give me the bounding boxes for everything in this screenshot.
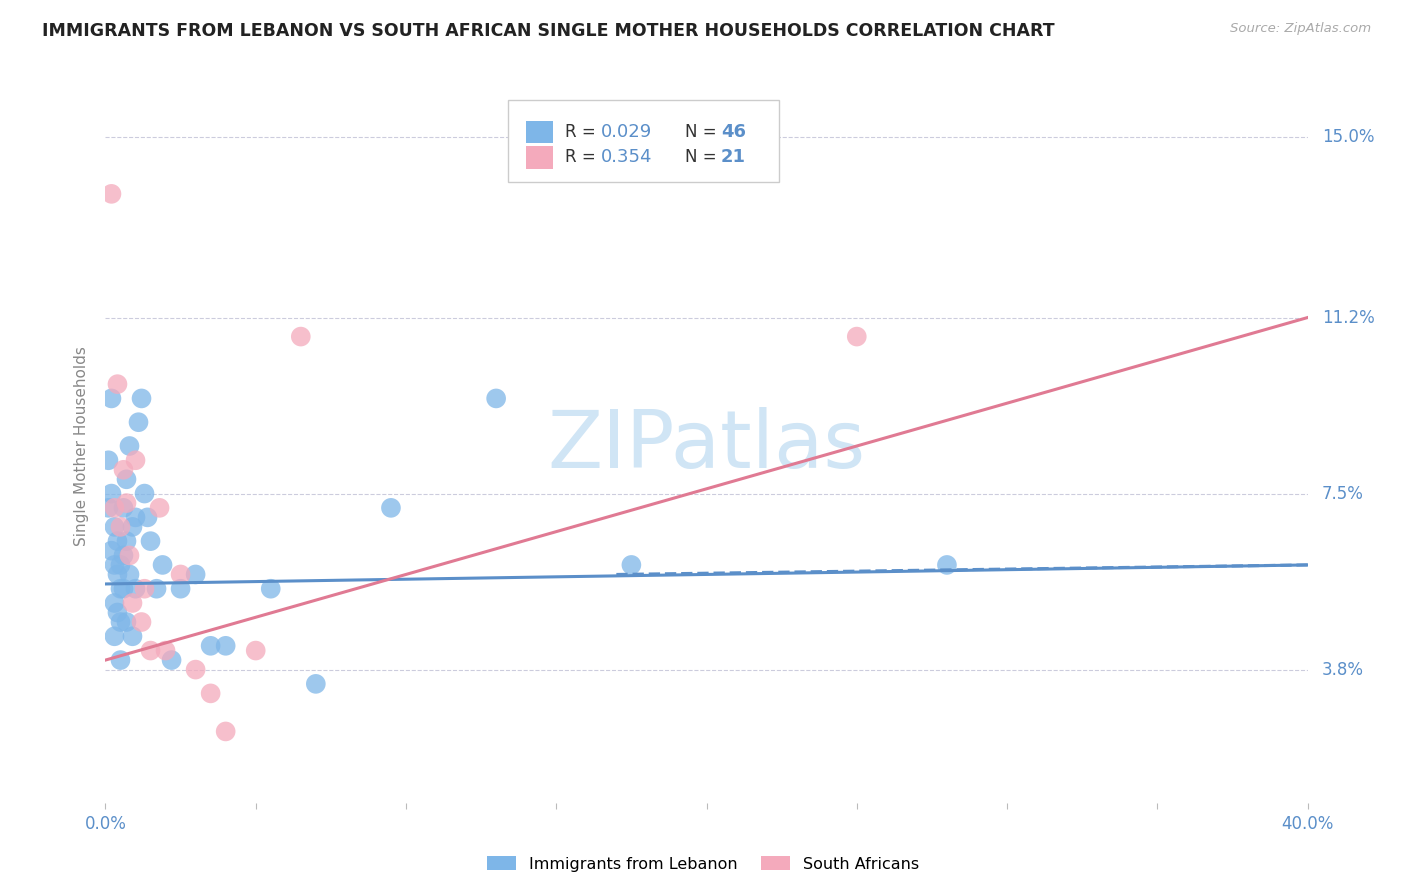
Point — [184, 567, 207, 582]
Point — [214, 724, 236, 739]
Point — [110, 582, 132, 596]
Point — [118, 439, 141, 453]
Y-axis label: Single Mother Households: Single Mother Households — [75, 346, 90, 546]
Point — [107, 377, 129, 392]
Point — [103, 500, 125, 515]
Point — [112, 549, 135, 563]
Point — [112, 500, 135, 515]
Point — [110, 558, 132, 572]
Point — [115, 615, 138, 629]
Text: IMMIGRANTS FROM LEBANON VS SOUTH AFRICAN SINGLE MOTHER HOUSEHOLDS CORRELATION CH: IMMIGRANTS FROM LEBANON VS SOUTH AFRICAN… — [42, 22, 1054, 40]
Point — [118, 549, 141, 563]
Point — [121, 596, 143, 610]
Point — [124, 510, 146, 524]
Point — [112, 582, 135, 596]
Text: N =: N = — [685, 148, 721, 167]
Point — [134, 582, 156, 596]
Point — [121, 629, 143, 643]
FancyBboxPatch shape — [526, 146, 553, 169]
Point — [103, 596, 125, 610]
Point — [107, 534, 129, 549]
Point — [131, 392, 153, 406]
Point — [139, 643, 162, 657]
FancyBboxPatch shape — [508, 100, 779, 182]
Point — [103, 520, 125, 534]
Point — [110, 520, 132, 534]
Point — [290, 329, 312, 343]
Point — [936, 558, 959, 572]
FancyBboxPatch shape — [526, 120, 553, 144]
Legend: Immigrants from Lebanon, South Africans: Immigrants from Lebanon, South Africans — [479, 848, 927, 880]
Text: 7.5%: 7.5% — [1322, 484, 1364, 502]
Point — [169, 567, 191, 582]
Point — [845, 329, 868, 343]
Text: 0.029: 0.029 — [600, 123, 652, 141]
Point — [131, 615, 153, 629]
Point — [128, 415, 150, 429]
Point — [100, 543, 122, 558]
Point — [124, 453, 146, 467]
Text: 15.0%: 15.0% — [1322, 128, 1375, 145]
Point — [485, 392, 508, 406]
Point — [103, 558, 125, 572]
Text: 0.354: 0.354 — [600, 148, 652, 167]
Point — [200, 639, 222, 653]
Point — [148, 500, 170, 515]
Point — [136, 510, 159, 524]
Point — [110, 653, 132, 667]
Text: R =: R = — [565, 123, 600, 141]
Point — [121, 520, 143, 534]
Point — [124, 582, 146, 596]
Point — [107, 606, 129, 620]
Point — [97, 453, 120, 467]
Point — [152, 558, 174, 572]
Text: 11.2%: 11.2% — [1322, 309, 1375, 326]
Point — [134, 486, 156, 500]
Text: 21: 21 — [721, 148, 747, 167]
Point — [115, 534, 138, 549]
Point — [107, 567, 129, 582]
Point — [115, 496, 138, 510]
Point — [184, 663, 207, 677]
Point — [139, 534, 162, 549]
Point — [245, 643, 267, 657]
Text: 3.8%: 3.8% — [1322, 661, 1364, 679]
Point — [160, 653, 183, 667]
Point — [103, 629, 125, 643]
Point — [100, 392, 122, 406]
Point — [200, 686, 222, 700]
Point — [620, 558, 643, 572]
Point — [214, 639, 236, 653]
Text: R =: R = — [565, 148, 600, 167]
Text: N =: N = — [685, 123, 721, 141]
Point — [169, 582, 191, 596]
Point — [112, 463, 135, 477]
Point — [118, 567, 141, 582]
Point — [110, 615, 132, 629]
Point — [145, 582, 167, 596]
Text: Source: ZipAtlas.com: Source: ZipAtlas.com — [1230, 22, 1371, 36]
Text: ZIPatlas: ZIPatlas — [547, 407, 866, 485]
Point — [305, 677, 328, 691]
Point — [115, 472, 138, 486]
Point — [260, 582, 283, 596]
Point — [97, 500, 120, 515]
Point — [100, 186, 122, 201]
Point — [155, 643, 177, 657]
Text: 46: 46 — [721, 123, 747, 141]
Point — [100, 486, 122, 500]
Point — [380, 500, 402, 515]
